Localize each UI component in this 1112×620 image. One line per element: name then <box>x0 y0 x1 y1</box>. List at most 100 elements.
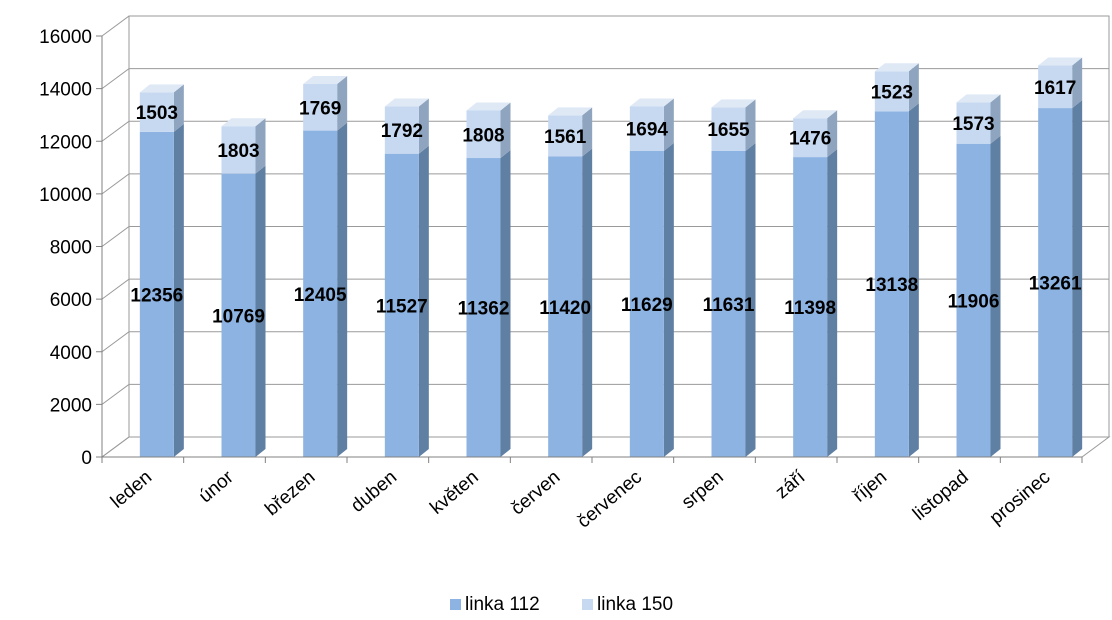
bar-side-linka-150 <box>908 63 919 112</box>
category-label: únor <box>195 466 238 507</box>
y-tick-label: 16000 <box>39 27 92 48</box>
y-tick-label: 12000 <box>39 132 92 153</box>
data-label-linka-112: 11527 <box>376 296 428 317</box>
category-label: červenec <box>573 467 646 533</box>
legend-label-linka-150: linka 150 <box>597 594 673 615</box>
bar-side-linka-150 <box>337 76 348 131</box>
y-axis: 0 2000 4000 6000 8000 10000 12000 14000 16000 <box>39 27 103 469</box>
bar-top-cap <box>711 99 756 108</box>
bar-side-linka-112 <box>908 103 919 458</box>
bar-linka-112 <box>139 131 174 457</box>
legend-swatch-linka-112 <box>450 599 461 610</box>
data-label-linka-112: 11629 <box>621 295 673 316</box>
bar-top-cap <box>303 76 348 85</box>
bar-side-linka-150 <box>255 118 266 174</box>
bar-linka-150 <box>956 102 991 144</box>
data-label-linka-112: 10769 <box>212 306 265 327</box>
bar-linka-112 <box>1038 108 1073 457</box>
y-tick-label: 0 <box>81 448 92 469</box>
bar-top-cap <box>384 98 429 107</box>
bar-top-cap <box>139 84 184 93</box>
bar-linka-150 <box>466 110 501 159</box>
bar-side-linka-112 <box>337 122 348 457</box>
data-label-linka-150: 1476 <box>789 129 831 150</box>
bar-side-linka-112 <box>745 142 756 457</box>
bar-side-linka-112 <box>1072 100 1083 457</box>
bar-group-8 <box>711 99 756 457</box>
category-label: prosinec <box>986 467 1055 529</box>
bar-linka-150 <box>221 126 256 174</box>
data-label-linka-150: 1694 <box>626 120 669 141</box>
bar-top-cap <box>548 107 593 116</box>
bar-linka-150 <box>303 84 338 131</box>
bar-side-linka-150 <box>827 110 838 158</box>
bar-group-2 <box>221 118 266 457</box>
data-label-linka-150: 1792 <box>381 121 423 142</box>
bar-linka-112 <box>956 143 991 457</box>
gridline-diagonal <box>101 68 130 90</box>
bar-group-4 <box>384 98 429 458</box>
data-label-linka-150: 1503 <box>136 103 178 124</box>
data-label-linka-112: 12356 <box>130 285 183 306</box>
bar-linka-150 <box>874 71 909 112</box>
bar-side-linka-150 <box>990 94 1001 144</box>
bar-linka-112 <box>221 173 256 457</box>
bar-side-linka-112 <box>663 143 674 457</box>
bar-side-linka-150 <box>663 98 674 152</box>
bar-side-linka-150 <box>418 98 429 154</box>
bar-linka-112 <box>548 156 583 458</box>
legend-label-linka-112: linka 112 <box>465 594 540 615</box>
category-label: červen <box>507 467 564 520</box>
bar-group-6 <box>548 107 593 458</box>
bar-side-linka-150 <box>582 107 593 157</box>
bar-group-11 <box>956 94 1001 457</box>
y-tick-label: 14000 <box>39 80 92 101</box>
bar-side-linka-112 <box>173 123 184 457</box>
data-label-linka-150: 1561 <box>544 127 587 148</box>
bar-linka-150 <box>548 115 583 157</box>
data-labels: 12356 1503 10769 1803 12405 1769 11527 1792 1136… <box>130 78 1082 328</box>
bar-side-linka-112 <box>582 148 593 458</box>
legend: linka 112 linka 150 <box>450 594 673 615</box>
bar-linka-112 <box>874 111 909 458</box>
gridline-diagonal <box>101 436 130 458</box>
gridline-diagonal <box>101 120 130 142</box>
bar-top-cap <box>221 118 266 127</box>
legend-swatch-linka-150 <box>582 599 593 610</box>
data-label-linka-150: 1573 <box>952 114 994 135</box>
data-label-linka-112: 13138 <box>865 275 918 296</box>
bar-linka-150 <box>1038 65 1073 109</box>
y-tick-label: 6000 <box>50 290 92 311</box>
bar-group-3 <box>303 76 348 457</box>
category-label: březen <box>261 467 319 520</box>
y-tick-label: 8000 <box>50 238 92 259</box>
data-label-linka-112: 11420 <box>539 298 591 319</box>
y-tick-label: 4000 <box>50 343 92 364</box>
bar-side-linka-150 <box>1072 57 1083 109</box>
gridline-diagonal <box>101 383 130 405</box>
bar-side-linka-112 <box>827 149 838 457</box>
data-label-linka-150: 1523 <box>871 82 913 103</box>
bar-group-9 <box>793 110 838 457</box>
bar-linka-112 <box>466 158 501 458</box>
category-label: květen <box>426 467 482 519</box>
data-label-linka-112: 11906 <box>948 291 1000 312</box>
bar-side-linka-112 <box>418 145 429 458</box>
bar-linka-112 <box>629 151 664 457</box>
bar-side-linka-112 <box>255 165 266 457</box>
gridline-diagonal <box>101 15 130 37</box>
bar-group-10 <box>874 63 919 458</box>
chart-walls <box>100 15 1111 458</box>
bar-side-linka-150 <box>173 84 184 132</box>
x-axis: leden únor březen duben květen červen červenec… <box>101 456 1083 533</box>
data-label-linka-112: 13261 <box>1029 274 1082 295</box>
category-label: srpen <box>678 467 728 514</box>
data-label-linka-112: 11398 <box>784 298 836 319</box>
data-label-linka-150: 1803 <box>217 141 259 162</box>
data-label-linka-150: 1655 <box>707 120 750 141</box>
y-tick-label: 10000 <box>39 185 92 206</box>
bar-side-linka-112 <box>990 135 1001 457</box>
category-label: duben <box>347 467 401 517</box>
bar-linka-150 <box>629 106 664 152</box>
gridline-diagonal <box>101 331 130 353</box>
